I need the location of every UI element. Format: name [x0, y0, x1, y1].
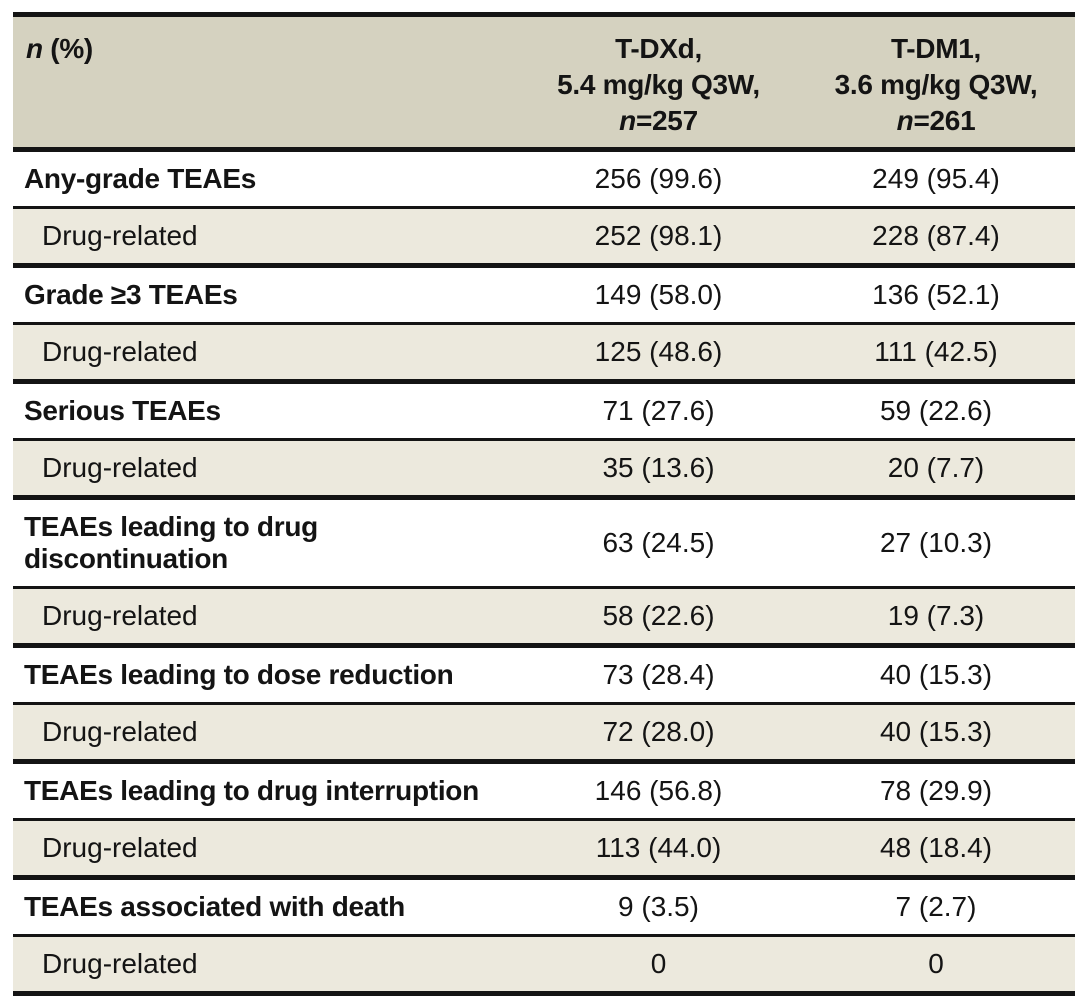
row-label: Any-grade TEAEs [24, 163, 256, 194]
row-teaes-dose-reduction: TEAEs leading to dose reduction 73 (28.4… [13, 645, 1075, 704]
tdm1-value: 78 (29.9) [879, 775, 993, 806]
tdxd-value: 125 (48.6) [594, 336, 723, 367]
column-header-tdm1: T-DM1, 3.6 mg/kg Q3W, n=261 [797, 14, 1075, 150]
row-any-grade-drug-related: Drug-related 252 (98.1) 228 (87.4) [13, 207, 1075, 266]
tdxd-value: 146 (56.8) [594, 775, 723, 806]
row-label: Grade ≥3 TEAEs [24, 279, 238, 310]
column-header-tdxd: T-DXd, 5.4 mg/kg Q3W, n=257 [520, 14, 797, 150]
row-interruption-drug-related: Drug-related 113 (44.0) 48 (18.4) [13, 819, 1075, 878]
tdxd-value: 256 (99.6) [594, 163, 723, 194]
column-header-n-percent: n (%) [13, 14, 520, 150]
row-label: TEAEs leading to drug discontinuation [24, 511, 318, 574]
row-serious-drug-related: Drug-related 35 (13.6) 20 (7.7) [13, 439, 1075, 498]
tdm1-value: 7 (2.7) [895, 891, 977, 922]
row-label: TEAEs leading to dose reduction [24, 659, 454, 690]
row-label: Drug-related [42, 832, 198, 863]
tdm1-value: 228 (87.4) [872, 220, 1000, 251]
row-teaes-drug-discontinuation: TEAEs leading to drug discontinuation 63… [13, 497, 1075, 588]
tdm1-value: 59 (22.6) [879, 395, 993, 426]
tdm1-value: 0 [928, 948, 944, 979]
tdxd-value: 9 (3.5) [618, 891, 699, 922]
tdm1-value: 40 (15.3) [879, 659, 993, 690]
tdxd-value: 113 (44.0) [595, 832, 722, 863]
row-serious-teaes: Serious TEAEs 71 (27.6) 59 (22.6) [13, 381, 1075, 440]
row-label: Drug-related [42, 336, 198, 367]
tdxd-value: 58 (22.6) [602, 600, 715, 631]
row-label: TEAEs associated with death [24, 891, 405, 922]
tdm1-value: 27 (10.3) [879, 527, 993, 558]
row-teaes-death: TEAEs associated with death 9 (3.5) 7 (2… [13, 877, 1075, 936]
tdxd-value: 0 [650, 948, 667, 979]
tdm1-value: 48 (18.4) [879, 832, 993, 863]
row-death-drug-related: Drug-related 0 0 [13, 935, 1075, 994]
table-header-row: n (%) T-DXd, 5.4 mg/kg Q3W, n=257 T-DM1,… [13, 14, 1075, 150]
tdxd-value: 149 (58.0) [594, 279, 723, 310]
row-any-grade-teaes: Any-grade TEAEs 256 (99.6) 249 (95.4) [13, 149, 1075, 208]
tdm1-value: 136 (52.1) [872, 279, 1000, 310]
tdm1-value: 249 (95.4) [872, 163, 1000, 194]
tdm1-value: 111 (42.5) [874, 336, 998, 367]
tdxd-value: 73 (28.4) [602, 659, 715, 690]
row-label: Drug-related [42, 452, 198, 483]
row-grade-3-drug-related: Drug-related 125 (48.6) 111 (42.5) [13, 323, 1075, 382]
row-label: Drug-related [42, 600, 198, 631]
row-dose-reduction-drug-related: Drug-related 72 (28.0) 40 (15.3) [13, 703, 1075, 762]
row-label: Drug-related [42, 220, 198, 251]
tdxd-value: 72 (28.0) [602, 716, 715, 747]
tdm1-value: 19 (7.3) [887, 600, 985, 631]
row-label: TEAEs leading to drug interruption [24, 775, 479, 806]
row-discontinuation-drug-related: Drug-related 58 (22.6) 19 (7.3) [13, 587, 1075, 646]
row-label: Drug-related [42, 948, 198, 979]
tdxd-value: 71 (27.6) [602, 395, 715, 426]
tdxd-value: 63 (24.5) [602, 527, 715, 558]
row-teaes-drug-interruption: TEAEs leading to drug interruption 146 (… [13, 761, 1075, 820]
tdxd-value: 252 (98.1) [594, 220, 723, 251]
tdm1-value: 40 (15.3) [879, 716, 993, 747]
tdm1-value: 20 (7.7) [887, 452, 985, 483]
row-grade-3-teaes: Grade ≥3 TEAEs 149 (58.0) 136 (52.1) [13, 265, 1075, 324]
adverse-events-table: n (%) T-DXd, 5.4 mg/kg Q3W, n=257 T-DM1,… [13, 12, 1075, 996]
tdxd-value: 35 (13.6) [602, 452, 715, 483]
row-label: Serious TEAEs [24, 395, 221, 426]
header-label: n (%) [26, 33, 93, 64]
row-label: Drug-related [42, 716, 198, 747]
